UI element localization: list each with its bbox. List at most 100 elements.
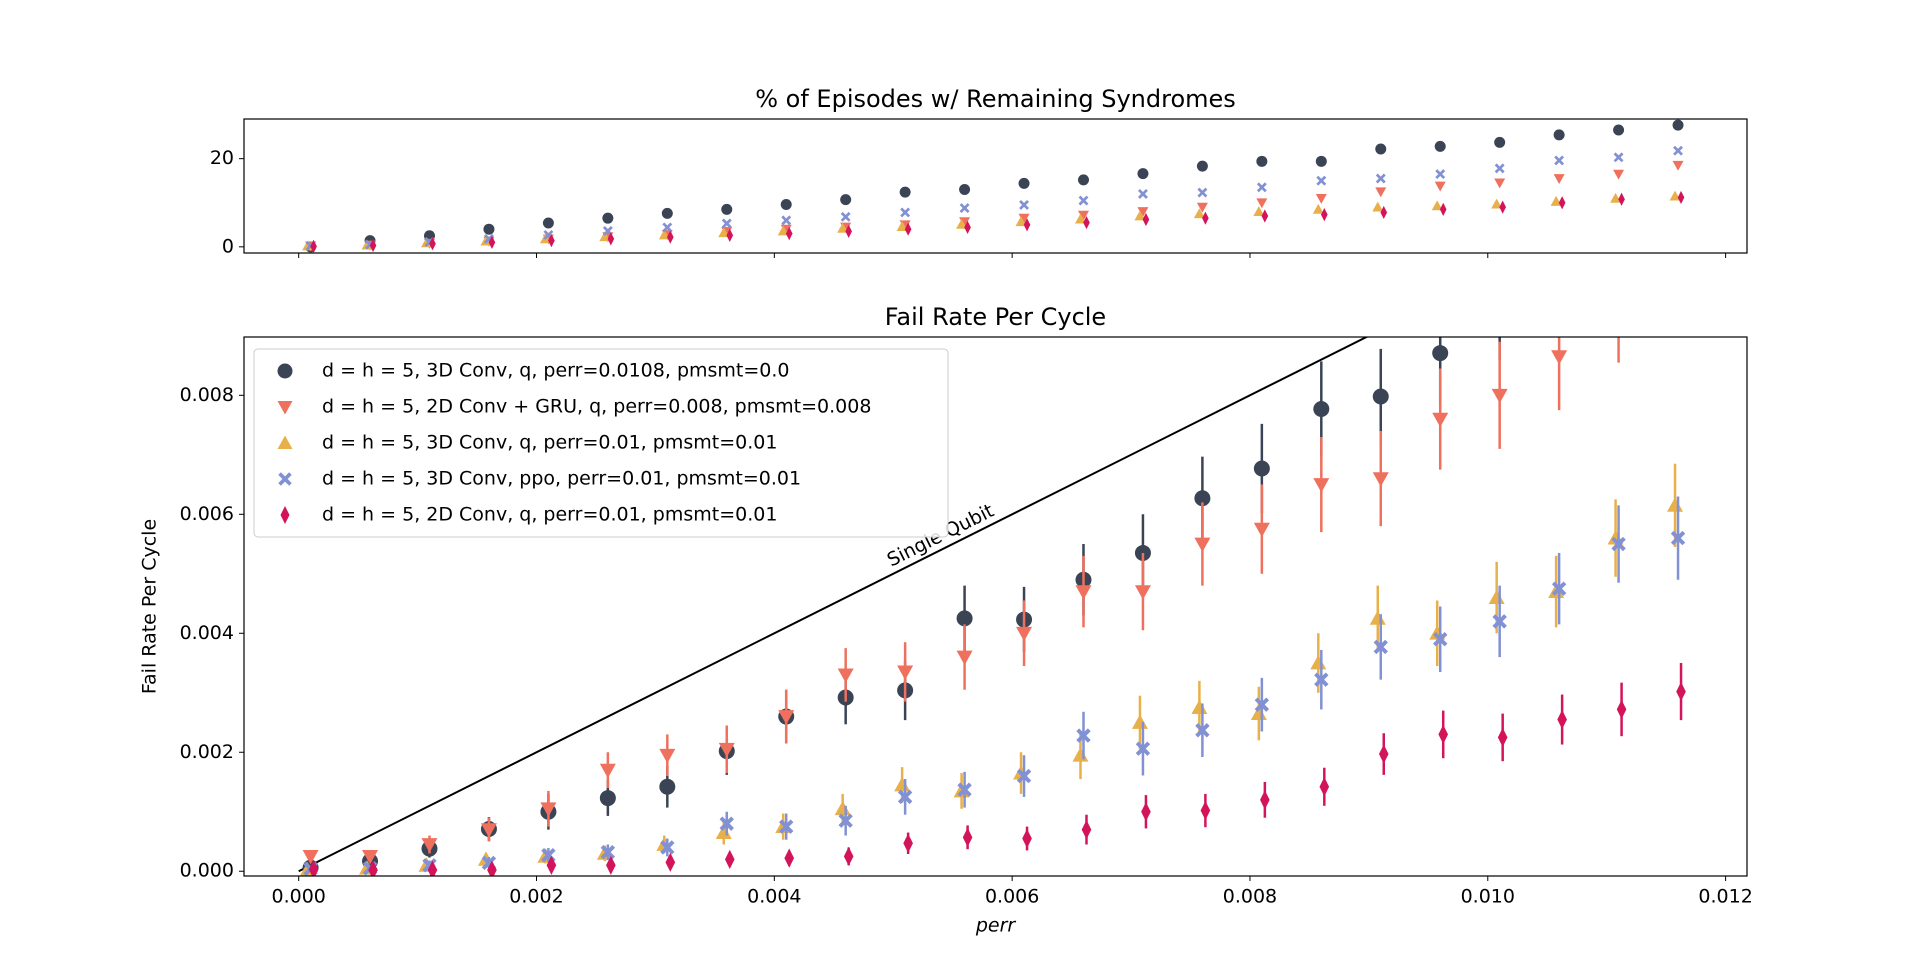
marker [1431, 200, 1443, 211]
x-axis-label: perr [975, 915, 1017, 937]
marker [1256, 155, 1268, 167]
marker [1435, 169, 1446, 180]
y-tick-label: 0.006 [180, 503, 234, 525]
marker [721, 203, 733, 215]
marker [1554, 155, 1565, 166]
marker [899, 186, 911, 198]
marker [1015, 216, 1027, 227]
marker [1202, 211, 1209, 225]
marker [368, 860, 378, 876]
marker [1550, 195, 1562, 206]
marker [781, 215, 792, 226]
legend-label: d = h = 5, 2D Conv, q, perr=0.01, pmsmt=… [322, 504, 777, 526]
marker [904, 222, 912, 236]
plot-area [298, 179, 1686, 876]
marker [1611, 536, 1626, 552]
marker [956, 610, 973, 627]
marker [1200, 800, 1211, 821]
marker [1137, 168, 1149, 180]
marker [1613, 124, 1625, 136]
marker [600, 845, 616, 860]
marker [1670, 530, 1686, 546]
plot-frame [243, 336, 1748, 877]
marker [1261, 209, 1269, 223]
y-tick-label: 0 [222, 235, 234, 257]
marker [1018, 213, 1030, 224]
marker [959, 203, 970, 213]
marker [838, 813, 853, 828]
marker [1134, 585, 1151, 600]
marker [361, 239, 373, 250]
marker [1077, 174, 1089, 186]
marker [1676, 681, 1686, 702]
marker [1613, 169, 1625, 180]
marker [1611, 221, 1627, 237]
marker [1492, 298, 1508, 314]
marker [1373, 639, 1388, 655]
y-tick-label: 0.004 [180, 622, 234, 644]
marker [778, 710, 795, 725]
marker [896, 221, 908, 231]
y-tick-label: 0.008 [180, 384, 234, 406]
marker [1677, 190, 1685, 205]
marker [487, 860, 497, 876]
marker [785, 227, 793, 241]
x-tick-label: 0.002 [509, 886, 563, 908]
marker [548, 234, 555, 248]
y-tick-label: 20 [210, 147, 234, 169]
marker [964, 220, 971, 235]
y-tick-label: 0.002 [180, 741, 234, 763]
marker [784, 848, 795, 868]
marker [1375, 173, 1386, 184]
marker [1378, 744, 1389, 764]
marker [1434, 140, 1446, 152]
x-tick-label: 0.004 [747, 886, 801, 908]
marker [660, 840, 675, 855]
marker [659, 748, 676, 764]
marker [840, 194, 852, 206]
marker [483, 223, 495, 235]
legend-label: d = h = 5, 3D Conv, q, perr=0.0108, pmsm… [322, 360, 790, 382]
marker [1256, 182, 1267, 193]
legend-marker [278, 472, 292, 486]
reference-line [298, 337, 1369, 873]
marker [1256, 198, 1268, 209]
marker [1433, 632, 1448, 647]
marker [1131, 714, 1148, 729]
marker [837, 668, 854, 683]
legend-marker [280, 506, 290, 524]
legend-label: d = h = 5, 3D Conv, ppo, perr=0.01, pmsm… [322, 468, 801, 490]
x-tick-label: 0.012 [1698, 886, 1752, 908]
legend-label: d = h = 5, 2D Conv + GRU, q, perr=0.008,… [322, 396, 871, 418]
legend-marker [277, 363, 293, 379]
marker [308, 859, 319, 876]
marker [1670, 179, 1686, 195]
marker [897, 789, 913, 805]
marker [1321, 208, 1328, 222]
marker [1432, 412, 1449, 428]
marker [1494, 136, 1506, 148]
marker [607, 232, 615, 246]
marker [1319, 777, 1330, 797]
marker [1254, 697, 1270, 712]
marker [1314, 672, 1329, 687]
marker [962, 827, 973, 847]
marker [1313, 478, 1330, 493]
marker [1075, 585, 1092, 600]
marker [1191, 699, 1208, 715]
marker [1194, 490, 1211, 507]
marker [599, 790, 616, 807]
marker [845, 224, 852, 239]
legend-marker [277, 401, 293, 415]
marker [1499, 200, 1506, 214]
y-tick-label: 0.000 [180, 860, 234, 882]
marker [1491, 388, 1508, 404]
marker [420, 237, 432, 248]
marker [956, 218, 968, 229]
marker [724, 849, 735, 869]
marker [1492, 614, 1507, 629]
marker [665, 852, 676, 872]
marker [1613, 152, 1624, 163]
marker [362, 849, 379, 865]
marker [429, 237, 436, 251]
